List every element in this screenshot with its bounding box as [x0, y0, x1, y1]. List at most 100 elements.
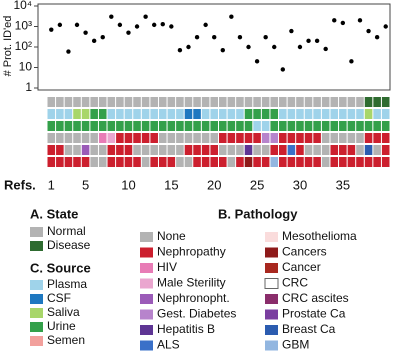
heatmap-cell — [98, 145, 107, 155]
heatmap-cell — [304, 109, 313, 119]
legend-label: HIV — [157, 260, 177, 274]
heatmap-cell — [201, 97, 210, 107]
point — [280, 67, 286, 72]
heatmap-cell — [304, 133, 313, 143]
heatmap-cell — [304, 97, 313, 107]
heatmap-cell — [253, 121, 261, 131]
heatmap-cell — [141, 97, 150, 107]
point — [100, 35, 105, 40]
heatmap-cell — [167, 133, 176, 143]
heatmap-cell — [81, 97, 90, 107]
y-tick-label: 10³ — [15, 19, 32, 33]
heatmap-cell — [381, 121, 390, 131]
point — [203, 22, 208, 28]
point — [349, 59, 354, 64]
point — [194, 35, 200, 40]
heatmap-cell — [150, 133, 158, 143]
heatmap-cell — [124, 133, 133, 143]
heatmap-cell — [158, 145, 167, 155]
heatmap-cell — [287, 133, 296, 143]
legend-label: Nephronopht. — [157, 291, 230, 305]
legend-swatch — [140, 278, 153, 289]
legend-swatch — [265, 294, 278, 304]
heatmap-cell — [330, 97, 339, 107]
point — [357, 18, 363, 23]
heatmap-cell — [330, 109, 339, 119]
heatmap-cell — [47, 157, 56, 167]
heatmap-cell — [133, 133, 141, 143]
heatmap-cell — [279, 145, 287, 155]
y-axis-label: # Prot. ID'ed — [2, 16, 14, 77]
point — [57, 22, 63, 28]
point — [246, 44, 251, 50]
heatmap-cell — [279, 157, 287, 167]
heatmap-cell — [193, 97, 201, 107]
legend-swatch — [265, 325, 278, 335]
x-tick-label: 10 — [121, 177, 135, 192]
point — [374, 35, 380, 40]
heatmap-cell — [219, 145, 227, 155]
heatmap-cell — [158, 109, 167, 119]
heatmap-cell — [287, 145, 296, 155]
heatmap-cell — [321, 133, 330, 143]
heatmap-cell — [176, 121, 184, 131]
heatmap-cell — [304, 121, 313, 131]
legend-swatch — [265, 340, 278, 351]
heatmap-cell — [193, 121, 201, 131]
heatmap-cell — [227, 157, 236, 167]
heatmap-cell — [270, 133, 279, 143]
heatmap-cell — [56, 109, 64, 119]
heatmap-cell — [210, 133, 218, 143]
heatmap-cell — [296, 97, 304, 107]
heatmap-cell — [347, 133, 356, 143]
legend-label: Urine — [47, 319, 76, 333]
point — [212, 35, 217, 40]
plot-frame — [37, 3, 391, 91]
heatmap-cell — [184, 121, 193, 131]
heatmap-cell — [313, 97, 321, 107]
point — [143, 14, 148, 19]
point — [306, 38, 311, 44]
heatmap-cell — [227, 109, 236, 119]
legend-title: A. State — [30, 206, 78, 221]
heatmap-cell — [193, 157, 201, 167]
heatmap-cell — [47, 97, 56, 107]
heatmap-cell — [176, 145, 184, 155]
legend-label: Plasma — [47, 277, 87, 291]
heatmap-cell — [210, 121, 218, 131]
heatmap-cell — [98, 121, 107, 131]
heatmap-cell — [158, 133, 167, 143]
heatmap-cell — [81, 157, 90, 167]
heatmap-cell — [270, 109, 279, 119]
heatmap-cell — [124, 109, 133, 119]
heatmap-cell — [90, 121, 98, 131]
heatmap-cell — [253, 145, 261, 155]
heatmap-cell — [201, 145, 210, 155]
heatmap-cell — [321, 157, 330, 167]
x-tick-label: 1 — [48, 177, 55, 192]
x-tick-label: 20 — [207, 177, 221, 192]
heatmap-cell — [287, 157, 296, 167]
legend-label: None — [157, 229, 186, 243]
heatmap-cell — [279, 133, 287, 143]
heatmap-cell — [201, 109, 210, 119]
heatmap-cell — [141, 145, 150, 155]
heatmap-cell — [64, 109, 73, 119]
legend-swatch — [140, 263, 153, 273]
x-tick-label: 35 — [336, 177, 350, 192]
heatmap-cell — [356, 109, 364, 119]
point — [297, 44, 303, 50]
heatmap-cell — [244, 97, 253, 107]
heatmap-cell — [347, 109, 356, 119]
heatmap-cell — [339, 157, 347, 167]
heatmap-cell — [133, 97, 141, 107]
legend-label: Prostate Ca — [282, 307, 346, 321]
point — [289, 28, 294, 34]
heatmap-cell — [330, 145, 339, 155]
legend-title: B. Pathology — [218, 206, 298, 221]
heatmap-cell — [347, 157, 356, 167]
legend-label: Breast Ca — [282, 322, 336, 336]
heatmap-cell — [373, 145, 381, 155]
heatmap-cell — [167, 97, 176, 107]
heatmap-cell — [253, 109, 261, 119]
